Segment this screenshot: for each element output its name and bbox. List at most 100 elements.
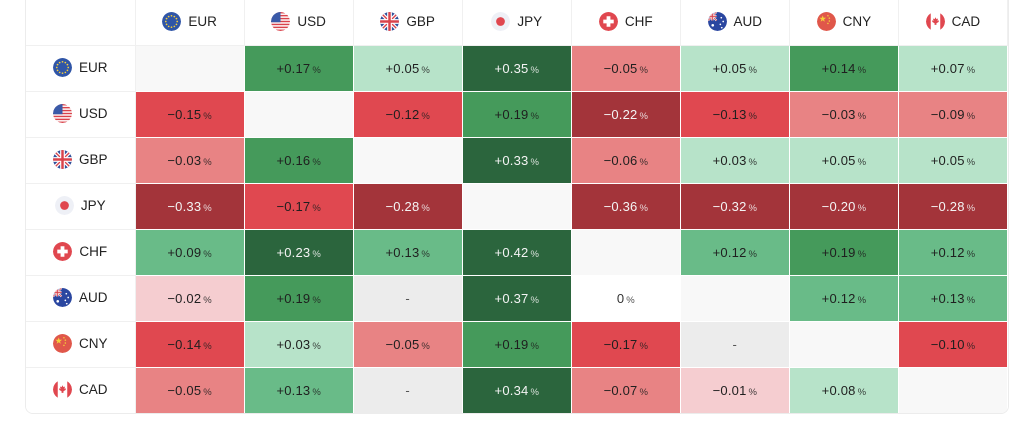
percent-unit: % [639,157,648,168]
percent-unit: % [203,341,212,352]
heatmap-row-eur: EUR +0.17% +0.05% +0.35% −0.05% +0.05% +0.14% +… [26,45,1008,92]
australia-flag-icon [53,287,73,307]
cell-value: +0.05 [385,61,420,76]
heatmap-cell-cad-chf[interactable]: −0.07% [570,367,681,413]
percent-unit: % [857,65,867,76]
heatmap-cell-chf-jpy[interactable]: +0.42% [461,229,572,276]
heatmap-cell-eur-cny[interactable]: +0.14% [788,45,899,92]
heatmap-cell-cad-eur[interactable]: −0.05% [134,367,245,413]
heatmap-cell-cny-chf[interactable]: −0.17% [570,321,681,368]
cell-value: −0.09 [930,107,965,122]
swiss-flag-icon [53,241,73,261]
row-header-cad: CAD [26,367,136,413]
heatmap-cell-cny-cad[interactable]: −0.10% [897,321,1008,368]
percent-unit: % [748,111,757,122]
heatmap-cell-cny-usd[interactable]: +0.03% [243,321,354,368]
heatmap-cell-cny-aud[interactable]: - [679,321,790,368]
heatmap-cell-usd-usd[interactable] [243,91,354,138]
heatmap-cell-jpy-cny[interactable]: −0.20% [788,183,899,230]
heatmap-cell-cad-cny[interactable]: +0.08% [788,367,899,413]
heatmap-cell-eur-jpy[interactable]: +0.35% [461,45,572,92]
heatmap-cell-eur-usd[interactable]: +0.17% [243,45,354,92]
heatmap-cell-usd-eur[interactable]: −0.15% [134,91,245,138]
heatmap-cell-jpy-gbp[interactable]: −0.28% [352,183,463,230]
percent-unit: % [421,341,430,352]
heatmap-cell-eur-gbp[interactable]: +0.05% [352,45,463,92]
heatmap-cell-eur-eur[interactable] [134,45,245,92]
heatmap-cell-chf-gbp[interactable]: +0.13% [352,229,463,276]
cell-value: +0.08 [821,383,856,398]
cell-value: −0.28 [930,199,965,214]
heatmap-cell-eur-chf[interactable]: −0.05% [570,45,681,92]
heatmap-cell-jpy-chf[interactable]: −0.36% [570,183,681,230]
heatmap-cell-chf-cad[interactable]: +0.12% [897,229,1008,276]
heatmap-cell-gbp-cny[interactable]: +0.05% [788,137,899,184]
heatmap-cell-aud-aud[interactable] [679,275,790,322]
heatmap-cell-chf-aud[interactable]: +0.12% [679,229,790,276]
heatmap-cell-jpy-cad[interactable]: −0.28% [897,183,1008,230]
heatmap-cell-chf-eur[interactable]: +0.09% [134,229,245,276]
heatmap-cell-usd-chf[interactable]: −0.22% [570,91,681,138]
heatmap-cell-jpy-jpy[interactable] [461,183,572,230]
cell-value: −0.07 [603,383,638,398]
eu-flag-icon [53,57,73,77]
heatmap-cell-usd-cny[interactable]: −0.03% [788,91,899,138]
heatmap-cell-gbp-eur[interactable]: −0.03% [134,137,245,184]
heatmap-cell-gbp-chf[interactable]: −0.06% [570,137,681,184]
cell-value: +0.33 [494,153,529,168]
heatmap-cell-usd-gbp[interactable]: −0.12% [352,91,463,138]
currency-code: EUR [79,59,108,75]
heatmap-cell-gbp-jpy[interactable]: +0.33% [461,137,572,184]
heatmap-cell-aud-chf[interactable]: 0% [570,275,681,322]
heatmap-cell-aud-cad[interactable]: +0.13% [897,275,1008,322]
heatmap-cell-gbp-usd[interactable]: +0.16% [243,137,354,184]
cell-value: −0.36 [603,199,638,214]
percent-unit: % [857,249,867,260]
corner-cell [26,0,136,46]
heatmap-cell-cny-jpy[interactable]: +0.19% [461,321,572,368]
row-header-aud: AUD [26,275,136,322]
currency-code: USD [79,105,108,121]
heatmap-cell-aud-gbp[interactable]: - [352,275,463,322]
heatmap-cell-chf-usd[interactable]: +0.23% [243,229,354,276]
heatmap-cell-jpy-aud[interactable]: −0.32% [679,183,790,230]
row-header-chf: CHF [26,229,136,276]
heatmap-cell-usd-cad[interactable]: −0.09% [897,91,1008,138]
column-header-cny: CNY [788,0,899,46]
heatmap-cell-jpy-usd[interactable]: −0.17% [243,183,354,230]
heatmap-cell-usd-jpy[interactable]: +0.19% [461,91,572,138]
percent-unit: % [639,203,648,214]
heatmap-cell-aud-eur[interactable]: −0.02% [134,275,245,322]
row-label-cny: CNY [53,333,108,353]
heatmap-cell-chf-chf[interactable] [570,229,681,276]
heatmap-cell-gbp-gbp[interactable] [352,137,463,184]
heatmap-cell-jpy-eur[interactable]: −0.33% [134,183,245,230]
cell-value: −0.14 [167,337,202,352]
heatmap-cell-aud-cny[interactable]: +0.12% [788,275,899,322]
cell-value: −0.13 [712,107,747,122]
heatmap-cell-cny-cny[interactable] [788,321,899,368]
cell-value: −0.03 [167,153,202,168]
row-header-eur: EUR [26,45,136,92]
currency-code: JPY [80,197,106,213]
heatmap-cell-chf-cny[interactable]: +0.19% [788,229,899,276]
heatmap-cell-cny-gbp[interactable]: −0.05% [352,321,463,368]
percent-unit: % [966,111,976,122]
heatmap-cell-gbp-aud[interactable]: +0.03% [679,137,790,184]
heatmap-cell-eur-cad[interactable]: +0.07% [897,45,1008,92]
heatmap-cell-gbp-cad[interactable]: +0.05% [897,137,1008,184]
heatmap-cell-cad-jpy[interactable]: +0.34% [461,367,572,413]
heatmap-row-cny: CNY −0.14% +0.03% −0.05% +0.19% −0.17% - −0.10% [26,321,1008,368]
heatmap-cell-cny-eur[interactable]: −0.14% [134,321,245,368]
heatmap-cell-cad-usd[interactable]: +0.13% [243,367,354,413]
column-label-cny: CNY [816,11,871,31]
heatmap-cell-cad-gbp[interactable]: - [352,367,463,413]
heatmap-cell-aud-jpy[interactable]: +0.37% [461,275,572,322]
heatmap-cell-cad-cad[interactable] [897,367,1008,413]
cell-value: +0.12 [821,291,856,306]
heatmap-cell-aud-usd[interactable]: +0.19% [243,275,354,322]
percent-unit: % [639,111,648,122]
heatmap-cell-usd-aud[interactable]: −0.13% [679,91,790,138]
heatmap-cell-eur-aud[interactable]: +0.05% [679,45,790,92]
heatmap-cell-cad-aud[interactable]: −0.01% [679,367,790,413]
